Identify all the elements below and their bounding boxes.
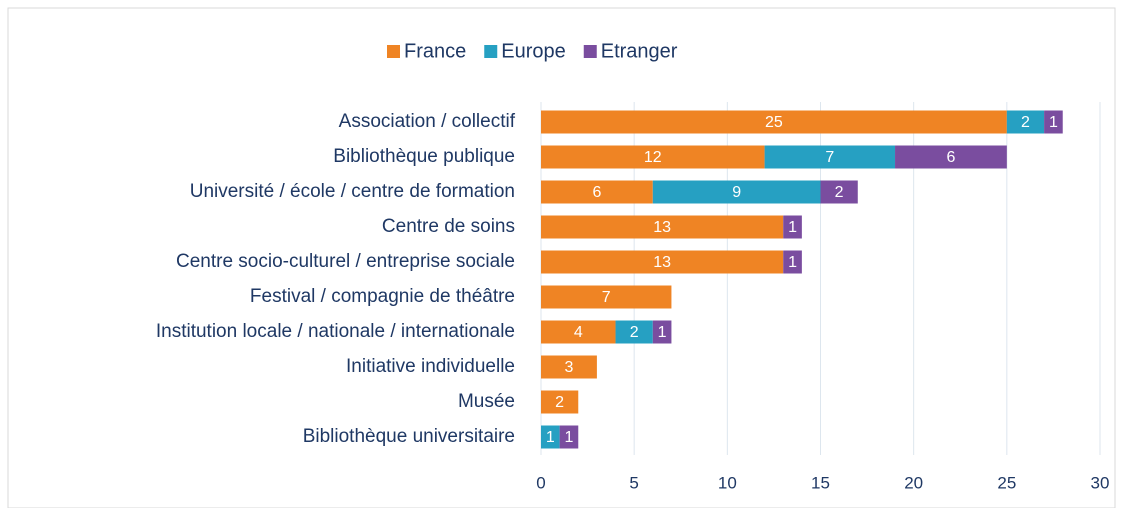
value-label: 6 bbox=[592, 184, 601, 201]
bar-segment bbox=[764, 145, 896, 169]
value-label: 13 bbox=[653, 219, 671, 236]
category-label: Centre socio-culturel / entreprise socia… bbox=[176, 251, 515, 272]
value-label: 3 bbox=[564, 359, 573, 376]
bar-segment bbox=[541, 145, 765, 169]
value-label: 9 bbox=[732, 184, 741, 201]
category-label: Bibliothèque universitaire bbox=[303, 426, 515, 447]
category-label: Bibliothèque publique bbox=[333, 146, 515, 167]
bar-segment bbox=[541, 425, 560, 449]
value-label: 2 bbox=[835, 184, 844, 201]
value-label: 1 bbox=[564, 429, 573, 446]
bar-segment bbox=[541, 180, 653, 204]
x-tick-label: 25 bbox=[997, 473, 1016, 492]
value-label: 1 bbox=[788, 254, 797, 271]
value-label: 2 bbox=[630, 324, 639, 341]
x-tick-label: 0 bbox=[536, 473, 545, 492]
value-label: 2 bbox=[1021, 114, 1030, 131]
legend-swatch bbox=[387, 45, 400, 58]
bar-segment bbox=[783, 215, 802, 239]
bar-segment bbox=[541, 285, 672, 309]
legend-label: Etranger bbox=[601, 40, 678, 62]
category-label: Université / école / centre de formation bbox=[190, 181, 515, 202]
value-label: 1 bbox=[546, 429, 555, 446]
bar-segment bbox=[783, 250, 802, 274]
category-label: Centre de soins bbox=[382, 216, 515, 237]
bar-segment bbox=[652, 180, 821, 204]
legend-swatch bbox=[583, 45, 597, 58]
value-label: 6 bbox=[946, 149, 955, 166]
x-tick-label: 5 bbox=[629, 473, 638, 492]
x-tick-label: 30 bbox=[1091, 473, 1110, 492]
bar-segment bbox=[541, 390, 579, 414]
value-label: 7 bbox=[825, 149, 834, 166]
category-label: Association / collectif bbox=[339, 111, 516, 132]
value-label: 25 bbox=[765, 114, 783, 131]
value-label: 2 bbox=[555, 394, 564, 411]
bar-segment bbox=[1044, 110, 1063, 134]
legend-label: France bbox=[404, 40, 466, 62]
value-label: 13 bbox=[653, 254, 671, 271]
value-label: 12 bbox=[644, 149, 662, 166]
bar-segment bbox=[559, 425, 579, 449]
bar-segment bbox=[615, 320, 653, 344]
bar-segment bbox=[1006, 110, 1045, 134]
x-tick-label: 10 bbox=[718, 473, 737, 492]
category-label: Initiative individuelle bbox=[346, 356, 515, 377]
value-label: 1 bbox=[658, 324, 667, 341]
legend-swatch bbox=[484, 45, 498, 58]
legend-label: Europe bbox=[501, 40, 566, 62]
value-label: 1 bbox=[1049, 114, 1058, 131]
x-tick-label: 20 bbox=[904, 473, 923, 492]
bar-segment bbox=[541, 250, 784, 274]
category-label: Festival / compagnie de théâtre bbox=[250, 286, 515, 307]
x-tick-label: 15 bbox=[811, 473, 830, 492]
bar-segment bbox=[541, 355, 597, 379]
bar-segment bbox=[541, 215, 784, 239]
category-label: Musée bbox=[458, 391, 515, 412]
value-label: 7 bbox=[602, 289, 611, 306]
bar-segment bbox=[541, 320, 616, 344]
value-label: 1 bbox=[788, 219, 797, 236]
bar-segment bbox=[820, 180, 858, 204]
bar-segment bbox=[541, 110, 1007, 134]
bar-segment bbox=[895, 145, 1007, 169]
bar-segment bbox=[652, 320, 672, 344]
category-label: Institution locale / nationale / interna… bbox=[156, 321, 515, 342]
value-label: 4 bbox=[574, 324, 583, 341]
